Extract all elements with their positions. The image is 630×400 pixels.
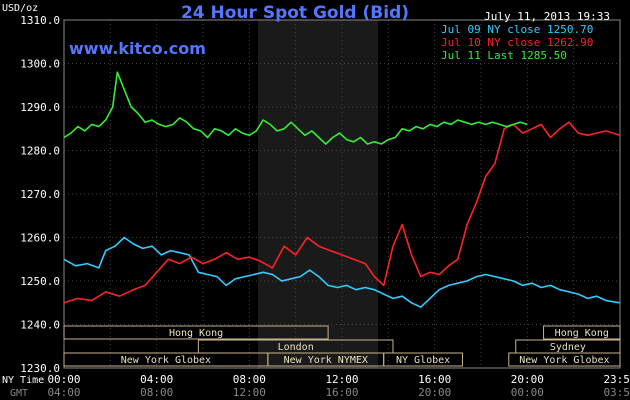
ny-time-caption: NY Time: [2, 375, 44, 386]
session-label: Sydney: [550, 342, 586, 353]
y-tick-label: 1280.0: [20, 145, 60, 158]
market-closed-shade: [258, 20, 378, 368]
y-unit-label: USD/oz: [2, 3, 38, 14]
y-tick-label: 1230.0: [20, 362, 60, 375]
trading-sessions: Hong Kong London New York Globex New York N…: [63, 325, 621, 367]
x-tick-label-gmt: 03:59: [603, 386, 630, 399]
session-box: [543, 325, 621, 340]
x-tick-label-ny: 20:00: [511, 373, 544, 386]
y-tick-label: 1310.0: [20, 14, 60, 27]
x-tick-label-ny: 16:00: [418, 373, 451, 386]
y-tick-label: 1250.0: [20, 275, 60, 288]
x-tick-label-gmt: 16:00: [325, 386, 358, 399]
series-line-1: [63, 121, 621, 304]
session-box: [63, 325, 329, 340]
grid: [63, 19, 621, 369]
x-tick-label-ny: 23:59: [603, 373, 630, 386]
session-label: Hong Kong: [555, 328, 609, 339]
session-label: New York Globex: [121, 355, 211, 366]
session-label: New York NYMEX: [284, 355, 368, 366]
y-tick-label: 1260.0: [20, 232, 60, 245]
x-tick-label-ny: 08:00: [233, 373, 266, 386]
x-axis: 00:0004:0008:0012:0016:0020:0023:5904:00…: [47, 373, 630, 399]
session-box: [508, 352, 621, 367]
x-tick-label-gmt: 12:00: [233, 386, 266, 399]
x-tick-label-ny: 04:00: [140, 373, 173, 386]
session-label: New York Globex: [519, 355, 609, 366]
y-tick-label: 1300.0: [20, 58, 60, 71]
plot-frame: [63, 19, 621, 369]
legend-entry-jul11: Jul 11 Last 1285.50: [441, 49, 567, 62]
x-tick-label-gmt: 20:00: [418, 386, 451, 399]
y-tick-label: 1240.0: [20, 319, 60, 332]
x-tick-label-gmt: 08:00: [140, 386, 173, 399]
y-axis: 1230.0 1240.0 1250.0 1260.0 1270.0 1280.0 1290…: [20, 14, 60, 375]
gmt-caption: GMT: [10, 388, 28, 399]
y-tick-label: 1270.0: [20, 188, 60, 201]
session-label: NY Globex: [396, 355, 450, 366]
x-tick-label-gmt: 00:00: [511, 386, 544, 399]
x-tick-label-gmt: 04:00: [47, 386, 80, 399]
chart-title: 24 Hour Spot Gold (Bid): [181, 3, 409, 23]
session-label: Hong Kong: [169, 328, 223, 339]
x-tick-label-ny: 00:00: [47, 373, 80, 386]
y-tick-label: 1290.0: [20, 101, 60, 114]
session-box: [383, 352, 463, 367]
series-lines: [63, 71, 621, 308]
x-tick-label-ny: 12:00: [325, 373, 358, 386]
series-line-0: [63, 236, 620, 308]
site-url[interactable]: www.kitco.com: [69, 39, 206, 58]
timestamp: July 11, 2013 19:33: [484, 10, 610, 23]
legend-entry-jul10: Jul 10 NY close 1262.90: [441, 36, 593, 49]
session-label: London: [278, 342, 314, 353]
legend: Jul 09 NY close 1250.70 Jul 10 NY close …: [441, 23, 593, 62]
legend-entry-jul09: Jul 09 NY close 1250.70: [441, 23, 593, 36]
series-line-2: [63, 71, 528, 145]
